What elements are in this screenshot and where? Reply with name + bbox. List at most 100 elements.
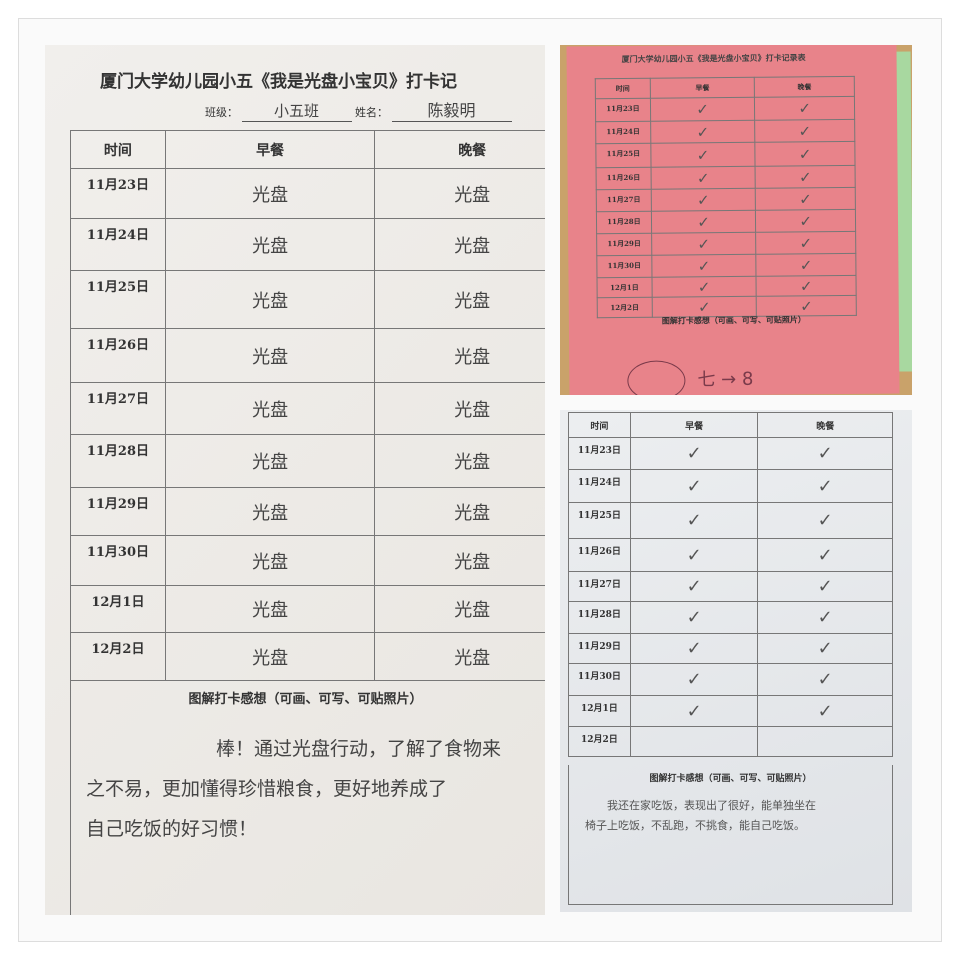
breakfast-cell: ✓ xyxy=(629,469,759,503)
table-row: 11月26日 ✓ ✓ xyxy=(568,538,893,572)
header-row: 时间 早餐 晚餐 xyxy=(70,130,545,169)
dinner-cell: ✓ xyxy=(757,663,893,696)
drawing-text: 七 → 8 xyxy=(697,368,754,391)
table-row: 12月1日 光盘 光盘 xyxy=(70,585,545,633)
date-cell: 11月25日 xyxy=(70,270,166,329)
breakfast-header: 早餐 xyxy=(164,130,376,169)
date-cell: 11月24日 xyxy=(70,218,166,271)
time-header: 时间 xyxy=(70,130,166,169)
breakfast-cell: 光盘 xyxy=(164,585,376,633)
feedback-box: 图解打卡感想（可画、可写、可贴照片） 我还在家吃饭，表现出了很好，能单独坐在 椅子… xyxy=(568,765,893,905)
dinner-cell: ✓ xyxy=(757,633,893,664)
record-table: 时间 早餐 晚餐 11月23日 ✓ ✓ 11月24日 ✓ ✓ 11月25日 ✓ ✓ 11月26日 ✓ ✓ 11… xyxy=(595,76,857,318)
date-cell: 11月27日 xyxy=(568,571,631,602)
table-row: 11月28日 ✓ ✓ xyxy=(596,209,856,234)
table-row: 11月30日 ✓ ✓ xyxy=(568,663,893,696)
breakfast-cell: 光盘 xyxy=(164,487,376,536)
table-row: 11月24日 光盘 光盘 xyxy=(70,218,545,271)
date-cell: 11月27日 xyxy=(70,382,166,435)
date-cell: 11月26日 xyxy=(596,167,652,190)
table-row: 12月1日 ✓ ✓ xyxy=(596,275,857,298)
feedback-label: 图解打卡感想（可画、可写、可贴照片） xyxy=(649,774,812,784)
date-cell: 11月24日 xyxy=(568,469,631,503)
table-row: 11月29日 ✓ ✓ xyxy=(596,231,856,256)
dinner-cell: ✓ xyxy=(755,187,856,211)
date-cell: 11月28日 xyxy=(70,434,166,488)
breakfast-cell: ✓ xyxy=(629,695,759,727)
date-cell: 11月29日 xyxy=(596,233,652,256)
breakfast-cell: 光盘 xyxy=(164,270,376,329)
table-row: 12月1日 ✓ ✓ xyxy=(568,695,893,727)
date-cell: 12月2日 xyxy=(597,297,653,318)
dinner-cell: 光盘 xyxy=(374,218,545,271)
table-row: 11月29日 光盘 光盘 xyxy=(70,487,545,536)
breakfast-cell: ✓ xyxy=(650,120,756,144)
table-row: 11月27日 ✓ ✓ xyxy=(596,187,856,212)
breakfast-cell: ✓ xyxy=(650,97,756,122)
table-row: 11月26日 光盘 光盘 xyxy=(70,328,545,383)
table-row: 11月25日 光盘 光盘 xyxy=(70,270,545,329)
header-row: 时间 早餐 晚餐 xyxy=(568,412,893,438)
class-value: 小五班 xyxy=(241,100,352,122)
date-cell: 11月28日 xyxy=(568,601,631,634)
breakfast-cell: 光盘 xyxy=(164,535,376,586)
name-value: 陈毅明 xyxy=(391,97,512,122)
table-row: 11月24日 ✓ ✓ xyxy=(595,119,855,144)
class-name-line: 班级： 小五班 姓名： 陈毅明 xyxy=(205,97,512,122)
breakfast-cell: ✓ xyxy=(629,502,759,539)
breakfast-cell: ✓ xyxy=(629,571,759,602)
date-cell: 11月27日 xyxy=(596,189,652,212)
date-cell: 11月23日 xyxy=(70,168,166,219)
feedback-label: 图解打卡感想（可画、可写、可贴照片） xyxy=(661,314,806,326)
date-cell: 12月2日 xyxy=(568,726,631,757)
breakfast-cell: 光盘 xyxy=(164,328,376,383)
drawn-circle xyxy=(627,360,686,395)
table-row: 12月2日 xyxy=(568,726,893,757)
dinner-cell: ✓ xyxy=(754,96,855,121)
dinner-cell xyxy=(757,726,893,757)
dinner-header: 晚餐 xyxy=(754,76,855,98)
dinner-header: 晚餐 xyxy=(757,412,893,438)
dinner-cell: ✓ xyxy=(755,231,856,255)
date-cell: 11月29日 xyxy=(568,633,631,664)
dinner-cell: ✓ xyxy=(755,119,855,143)
feedback-label: 图解打卡感想（可画、可写、可贴照片） xyxy=(188,692,423,707)
breakfast-cell: 光盘 xyxy=(164,168,376,219)
date-cell: 11月23日 xyxy=(595,98,651,122)
time-header: 时间 xyxy=(568,412,631,438)
record-table: 时间 早餐 晚餐 11月23日 ✓ ✓ 11月24日 ✓ ✓ 11月25日 ✓ ✓ 11月26日 ✓ ✓ 11… xyxy=(568,412,893,757)
header-row: 时间 早餐 晚餐 xyxy=(595,76,855,99)
table-row: 11月28日 ✓ ✓ xyxy=(568,601,893,634)
pink-paper: 厦门大学幼儿园小五《我是光盘小宝贝》打卡记录表 时间 早餐 晚餐 11月23日 ✓ ✓ 11… xyxy=(566,45,912,395)
sheet-title: 厦门大学幼儿园小五《我是光盘小宝贝》打卡记录表 xyxy=(621,52,806,64)
photo-sheet-1: 厦门大学幼儿园小五《我是光盘小宝贝》打卡记 班级： 小五班 姓名： 陈毅明 时间… xyxy=(45,45,545,915)
date-cell: 11月23日 xyxy=(568,437,631,470)
dinner-cell: ✓ xyxy=(757,437,893,470)
date-cell: 12月1日 xyxy=(596,277,652,298)
breakfast-cell: ✓ xyxy=(629,633,759,664)
table-row: 11月28日 光盘 光盘 xyxy=(70,434,545,488)
dinner-cell: ✓ xyxy=(755,141,856,167)
record-table: 时间 早餐 晚餐 11月23日 光盘 光盘 11月24日 光盘 光盘 11月25日 光盘 光盘 11月2… xyxy=(70,130,545,681)
dinner-cell: 光盘 xyxy=(374,487,545,536)
dinner-cell: ✓ xyxy=(755,209,856,233)
dinner-cell: ✓ xyxy=(755,165,856,189)
breakfast-header: 早餐 xyxy=(650,77,755,99)
breakfast-cell: ✓ xyxy=(629,538,759,572)
time-header: 时间 xyxy=(595,78,651,99)
dinner-cell: ✓ xyxy=(757,538,893,572)
sheet-title: 厦门大学幼儿园小五《我是光盘小宝贝》打卡记 xyxy=(100,72,457,92)
feedback-text-1: 棒！通过光盘行动，了解了食物来 之不易，更加懂得珍惜粮食，更好地养成了 自己吃饭的好… xyxy=(86,738,502,840)
dinner-cell: ✓ xyxy=(757,571,893,602)
breakfast-cell: ✓ xyxy=(629,437,759,470)
breakfast-cell: 光盘 xyxy=(164,218,376,271)
date-cell: 11月29日 xyxy=(70,487,166,536)
date-cell: 11月25日 xyxy=(568,502,631,539)
dinner-header: 晚餐 xyxy=(374,130,545,169)
breakfast-cell xyxy=(629,726,759,757)
dinner-cell: ✓ xyxy=(756,275,857,297)
breakfast-cell: ✓ xyxy=(651,254,757,278)
breakfast-cell: 光盘 xyxy=(164,434,376,488)
date-cell: 11月30日 xyxy=(70,535,166,586)
dinner-cell: 光盘 xyxy=(374,328,545,383)
